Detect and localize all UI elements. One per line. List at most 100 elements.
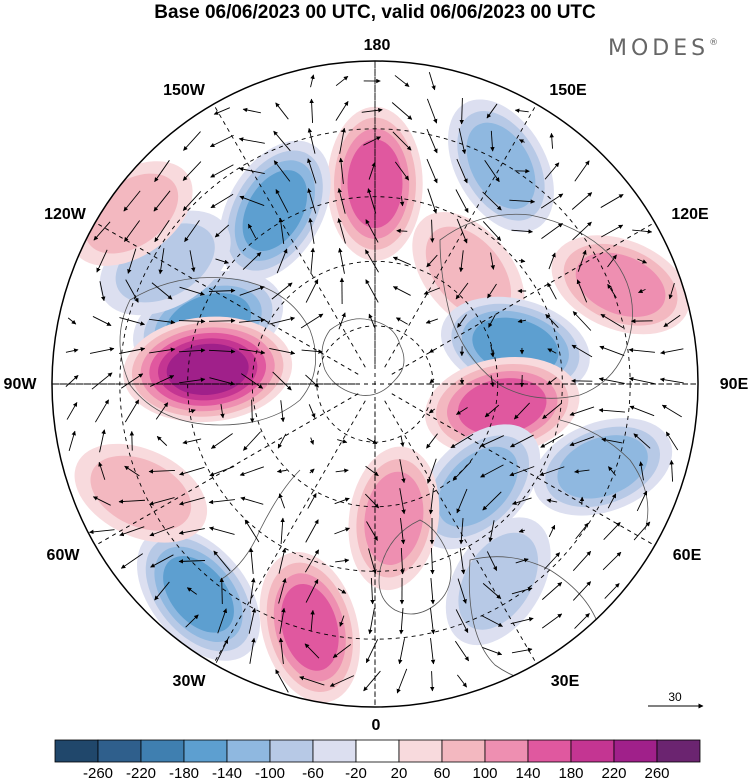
wind-vector [365,249,379,273]
wind-vector [92,316,112,326]
wind-vector [150,554,174,568]
wind-vector [215,258,229,264]
wind-vector [273,160,291,182]
wind-vector [490,344,495,358]
colorbar-tick-label: 140 [515,765,541,782]
wind-vector [335,558,350,563]
wind-vector [549,132,554,149]
wind-vector [430,547,435,575]
wind-vector [569,436,595,447]
wind-vector [602,551,622,571]
wind-vector [276,468,287,474]
wind-vector [364,493,380,509]
meridian [391,222,655,375]
wind-vector [452,461,472,481]
wind-vector [155,402,169,420]
anomaly-contour [280,583,339,671]
graticule [52,61,698,707]
wind-vector [124,465,140,477]
wind-vector [482,583,502,599]
wind-vector [457,578,467,604]
wind-vector [209,134,234,148]
wind-vector [208,349,236,354]
wind-vector [509,466,535,477]
wind-vector [546,498,558,503]
wind-vector [428,488,434,515]
wind-vector [629,405,655,417]
wind-vector [633,521,651,541]
wind-vector [628,347,655,353]
wind-vector [209,526,235,535]
wind-vector [305,579,319,603]
lon-label-60e: 60E [672,547,702,564]
wind-vector [275,102,289,120]
wind-vector [455,189,469,213]
wind-vector [598,377,625,384]
wind-vector [576,279,588,303]
wind-vector [600,313,624,329]
wind-vector [308,404,316,419]
wind-vector [457,314,467,328]
anomaly-center [533,418,673,516]
wind-vector [368,608,375,635]
wind-vector [308,217,315,244]
wind-vector [240,496,264,505]
wind-vector [572,551,592,571]
wind-vector [339,615,345,627]
wind-vector [456,218,468,244]
wind-vector [305,279,319,303]
wind-vector [65,348,79,353]
wind-vector [572,581,592,601]
wind-vector [484,160,500,183]
wind-vector [661,404,682,418]
wind-vector [239,466,264,476]
wind-vector [426,158,438,184]
wind-vector [249,399,255,423]
wind-vector [429,348,435,353]
wind-vector [149,525,175,537]
wind-vectors [65,72,684,694]
lon-label-150w: 150W [163,82,205,99]
anomaly-field [70,99,690,703]
wind-vector [179,497,205,506]
wind-vector [454,640,470,662]
wind-vector [120,373,144,389]
wind-vector [515,558,529,564]
wind-vector [571,344,593,358]
wind-vector [518,258,526,264]
wind-vector [484,404,500,418]
wind-vector [89,529,115,535]
wind-vector [603,521,621,541]
lon-label-120e: 120E [671,206,709,223]
colorbar-swatch [398,739,443,763]
wind-vector [423,287,441,295]
wind-vector [272,371,292,391]
wind-vector [179,466,205,476]
wind-vector [310,247,316,274]
colorbar-swatch [312,739,357,763]
wind-vector [511,647,533,654]
wind-vector [545,314,559,328]
wind-vector [307,493,317,509]
wind-vector [459,518,464,545]
wind-vector [392,256,411,266]
colorbar-tick-label: -100 [254,765,286,782]
wind-vector [574,613,590,629]
wind-vector [241,373,264,389]
wind-vector [572,311,592,331]
wind-vector [156,436,168,446]
wind-vector [178,559,206,564]
wind-vector [569,406,595,416]
anomaly-contour [575,252,666,317]
wind-vector [539,466,565,477]
wind-vector [334,497,350,505]
wind-vector [335,468,349,473]
wind-vector [490,252,495,270]
meridian [384,400,537,664]
map-boundary [51,60,699,708]
wind-vector [450,433,474,449]
colorbar-swatch [613,739,658,763]
wind-vector [394,75,410,87]
wind-vector [628,376,655,385]
wind-vector [98,461,106,480]
